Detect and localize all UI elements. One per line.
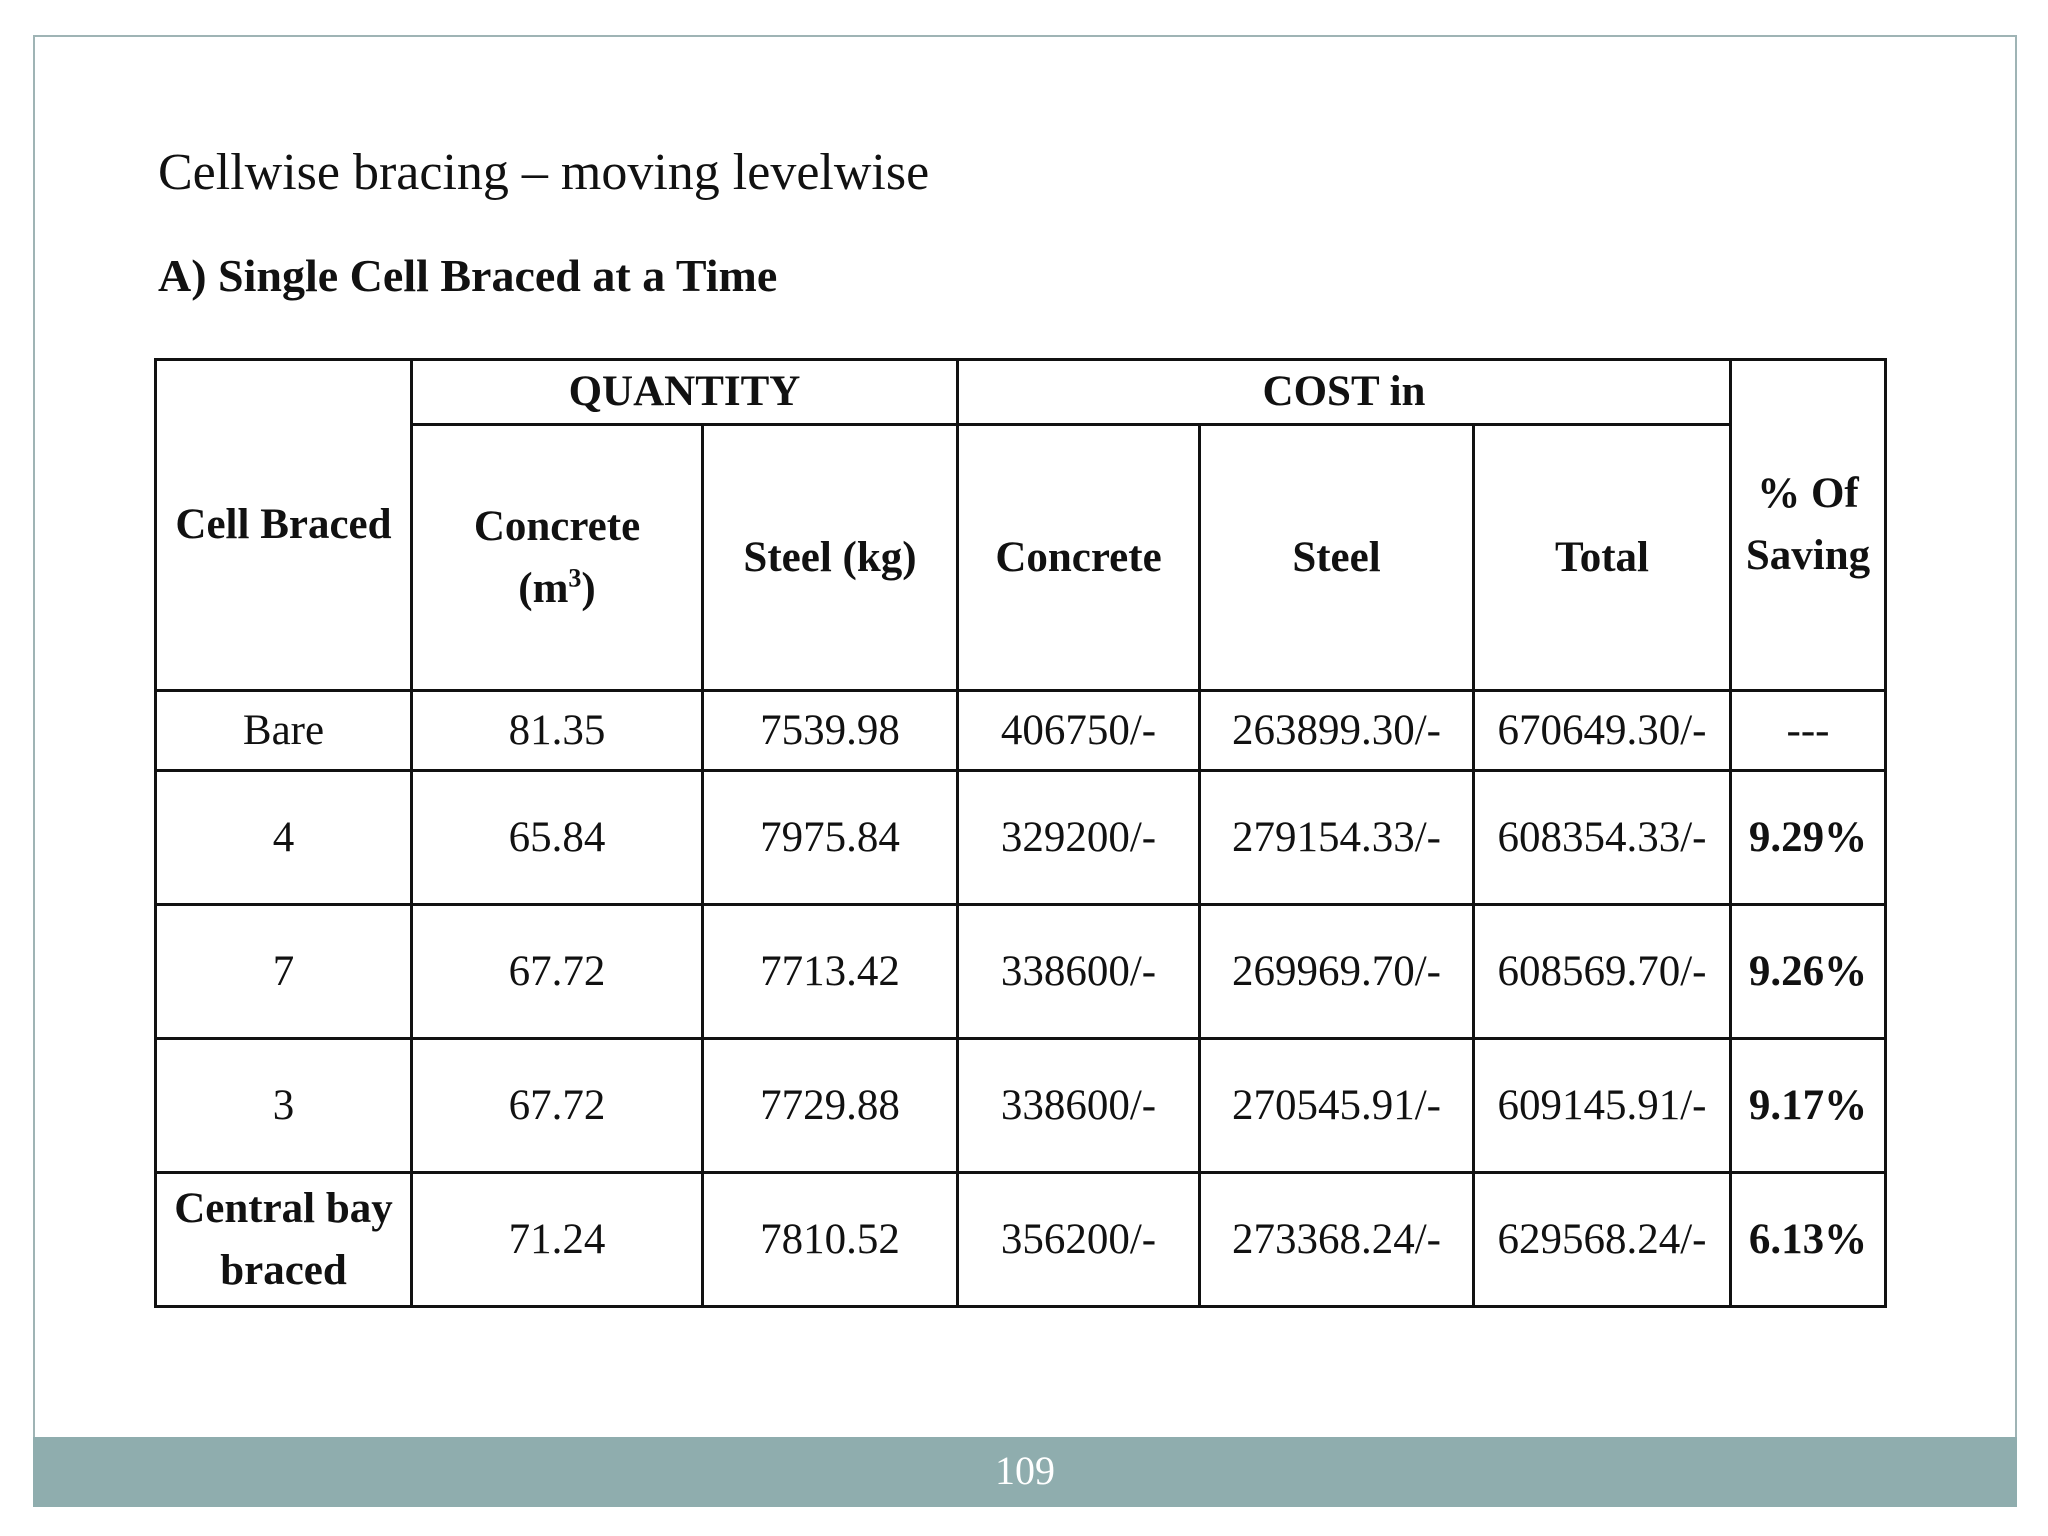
steel-qty-value: 7713.42 xyxy=(701,903,959,1041)
table-row: Bare 81.35 7539.98 406750/- 263899.30/- … xyxy=(154,689,1887,773)
cell-braced-value: Bare xyxy=(154,689,413,773)
header-saving-line1: % Of xyxy=(1757,469,1859,517)
concrete-qty-value: 65.84 xyxy=(410,769,704,907)
concrete-qty-value: 81.35 xyxy=(410,689,704,773)
cell-braced-value: 3 xyxy=(154,1037,413,1175)
steel-qty-value: 7810.52 xyxy=(701,1171,959,1309)
cell-braced-value: 4 xyxy=(154,769,413,907)
header-cost-steel: Steel xyxy=(1198,423,1475,693)
header-cost-concrete: Concrete xyxy=(956,423,1201,693)
footer-bar: 109 xyxy=(33,1437,2017,1507)
total-cost-value: 608354.33/- xyxy=(1472,769,1732,907)
concrete-qty-value: 67.72 xyxy=(410,903,704,1041)
saving-value: 9.17% xyxy=(1729,1037,1887,1175)
unit-close: ) xyxy=(581,564,596,612)
slide-title: Cellwise bracing – moving levelwise xyxy=(158,144,930,201)
concrete-qty-value: 71.24 xyxy=(410,1171,704,1309)
cell-braced-value: 7 xyxy=(154,903,413,1041)
steel-cost-value: 270545.91/- xyxy=(1198,1037,1475,1175)
table-row: 7 67.72 7713.42 338600/- 269969.70/- 608… xyxy=(154,903,1887,1041)
steel-cost-value: 279154.33/- xyxy=(1198,769,1475,907)
concrete-cost-value: 338600/- xyxy=(956,1037,1201,1175)
total-cost-value: 608569.70/- xyxy=(1472,903,1732,1041)
saving-value: --- xyxy=(1729,689,1887,773)
concrete-cost-value: 356200/- xyxy=(956,1171,1201,1309)
table-row: 3 67.72 7729.88 338600/- 270545.91/- 609… xyxy=(154,1037,1887,1175)
header-qty-concrete-label: Concrete xyxy=(473,502,641,550)
bracing-cost-table: Cell Braced QUANTITY COST in % Of Saving… xyxy=(154,357,1887,1309)
steel-cost-value: 263899.30/- xyxy=(1198,689,1475,773)
unit-base: (m xyxy=(518,564,569,612)
concrete-cost-value: 329200/- xyxy=(956,769,1201,907)
steel-cost-value: 269969.70/- xyxy=(1198,903,1475,1041)
section-heading: A) Single Cell Braced at a Time xyxy=(158,250,778,301)
cell-braced-line1: Central bay xyxy=(174,1184,393,1232)
total-cost-value: 629568.24/- xyxy=(1472,1171,1732,1309)
header-qty-steel: Steel (kg) xyxy=(701,423,959,693)
header-quantity-group: QUANTITY xyxy=(410,357,959,427)
table-header-row-2: Concrete (m3) Steel (kg) Concrete Steel … xyxy=(156,423,1886,693)
total-cost-value: 609145.91/- xyxy=(1472,1037,1732,1175)
header-cost-group: COST in xyxy=(956,357,1732,427)
cell-braced-line2: braced xyxy=(220,1246,347,1294)
concrete-cost-value: 406750/- xyxy=(956,689,1201,773)
table-header-row-1: Cell Braced QUANTITY COST in % Of Saving xyxy=(154,357,1887,693)
header-saving-line2: Saving xyxy=(1745,532,1871,580)
cell-braced-value: Central bay braced xyxy=(154,1171,413,1309)
saving-value: 9.26% xyxy=(1729,903,1887,1041)
saving-value: 9.29% xyxy=(1729,769,1887,907)
header-saving: % Of Saving xyxy=(1729,357,1887,693)
header-qty-concrete: Concrete (m3) xyxy=(410,423,704,693)
header-cell-braced: Cell Braced xyxy=(154,357,413,693)
table-row: Central bay braced 71.24 7810.52 356200/… xyxy=(154,1171,1887,1309)
concrete-cost-value: 338600/- xyxy=(956,903,1201,1041)
total-cost-value: 670649.30/- xyxy=(1472,689,1732,773)
unit-superscript: 3 xyxy=(568,563,582,593)
table-row: 4 65.84 7975.84 329200/- 279154.33/- 608… xyxy=(154,769,1887,907)
steel-cost-value: 273368.24/- xyxy=(1198,1171,1475,1309)
concrete-qty-value: 67.72 xyxy=(410,1037,704,1175)
steel-qty-value: 7975.84 xyxy=(701,769,959,907)
steel-qty-value: 7729.88 xyxy=(701,1037,959,1175)
saving-value: 6.13% xyxy=(1729,1171,1887,1309)
page-number: 109 xyxy=(995,1448,1055,1493)
header-cost-total: Total xyxy=(1472,423,1732,693)
header-qty-concrete-unit: (m3) xyxy=(518,558,595,620)
steel-qty-value: 7539.98 xyxy=(701,689,959,773)
